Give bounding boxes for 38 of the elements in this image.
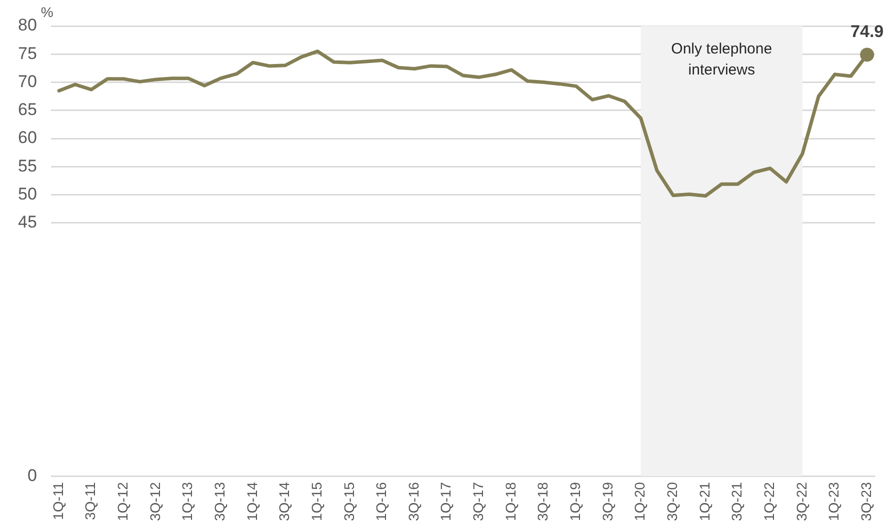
x-tick-label: 1Q-12: [114, 482, 130, 522]
x-tick-label: 3Q-18: [534, 482, 551, 522]
x-tick-label: 1Q-19: [567, 482, 584, 522]
y-tick-label: 50: [18, 184, 37, 204]
x-tick-label: 3Q-20: [664, 482, 680, 522]
x-tick-label: 1Q-13: [179, 482, 196, 522]
x-tick-label: 3Q-13: [211, 482, 228, 522]
y-tick-label: 0: [27, 466, 37, 485]
x-tick-label: 1Q-15: [308, 482, 324, 522]
x-tick-label: 3Q-16: [405, 482, 422, 522]
x-tick-label: 3Q-17: [470, 482, 486, 522]
x-tick-label: 3Q-22: [793, 482, 810, 522]
x-tick-label: 3Q-15: [340, 482, 357, 522]
x-tick-label: 1Q-16: [373, 482, 390, 522]
y-tick-label: 80: [18, 16, 37, 35]
x-tick-label: 1Q-20: [632, 482, 648, 522]
x-tick-label: 3Q-14: [276, 482, 292, 522]
y-tick-label: 45: [18, 212, 37, 232]
x-tick-label: 1Q-21: [696, 482, 712, 522]
annotation: 74.9: [850, 22, 884, 41]
x-tick-label: 1Q-18: [502, 482, 518, 522]
x-tick-label: 1Q-11: [50, 482, 66, 520]
x-tick-label: 1Q-17: [438, 482, 454, 522]
y-axis-title: %: [40, 4, 54, 20]
x-tick-label: 3Q-12: [146, 482, 163, 522]
y-tick-label: 70: [18, 72, 37, 91]
x-tick-label: 3Q-19: [599, 482, 616, 522]
x-tick-label: 1Q-14: [244, 482, 260, 522]
x-tick-label: 3Q-23: [858, 482, 874, 522]
y-tick-label: 75: [18, 44, 37, 63]
y-tick-label: 55: [18, 156, 37, 176]
x-tick-label: 1Q-23: [826, 482, 842, 522]
y-tick-label: 60: [18, 128, 37, 148]
x-tick-label: 3Q-21: [728, 482, 745, 522]
band-label: Only telephone interviews: [671, 40, 772, 79]
x-tick-label: 3Q-11: [82, 482, 98, 520]
y-tick-label: 65: [18, 100, 37, 120]
x-tick-label: 1Q-22: [760, 482, 777, 522]
